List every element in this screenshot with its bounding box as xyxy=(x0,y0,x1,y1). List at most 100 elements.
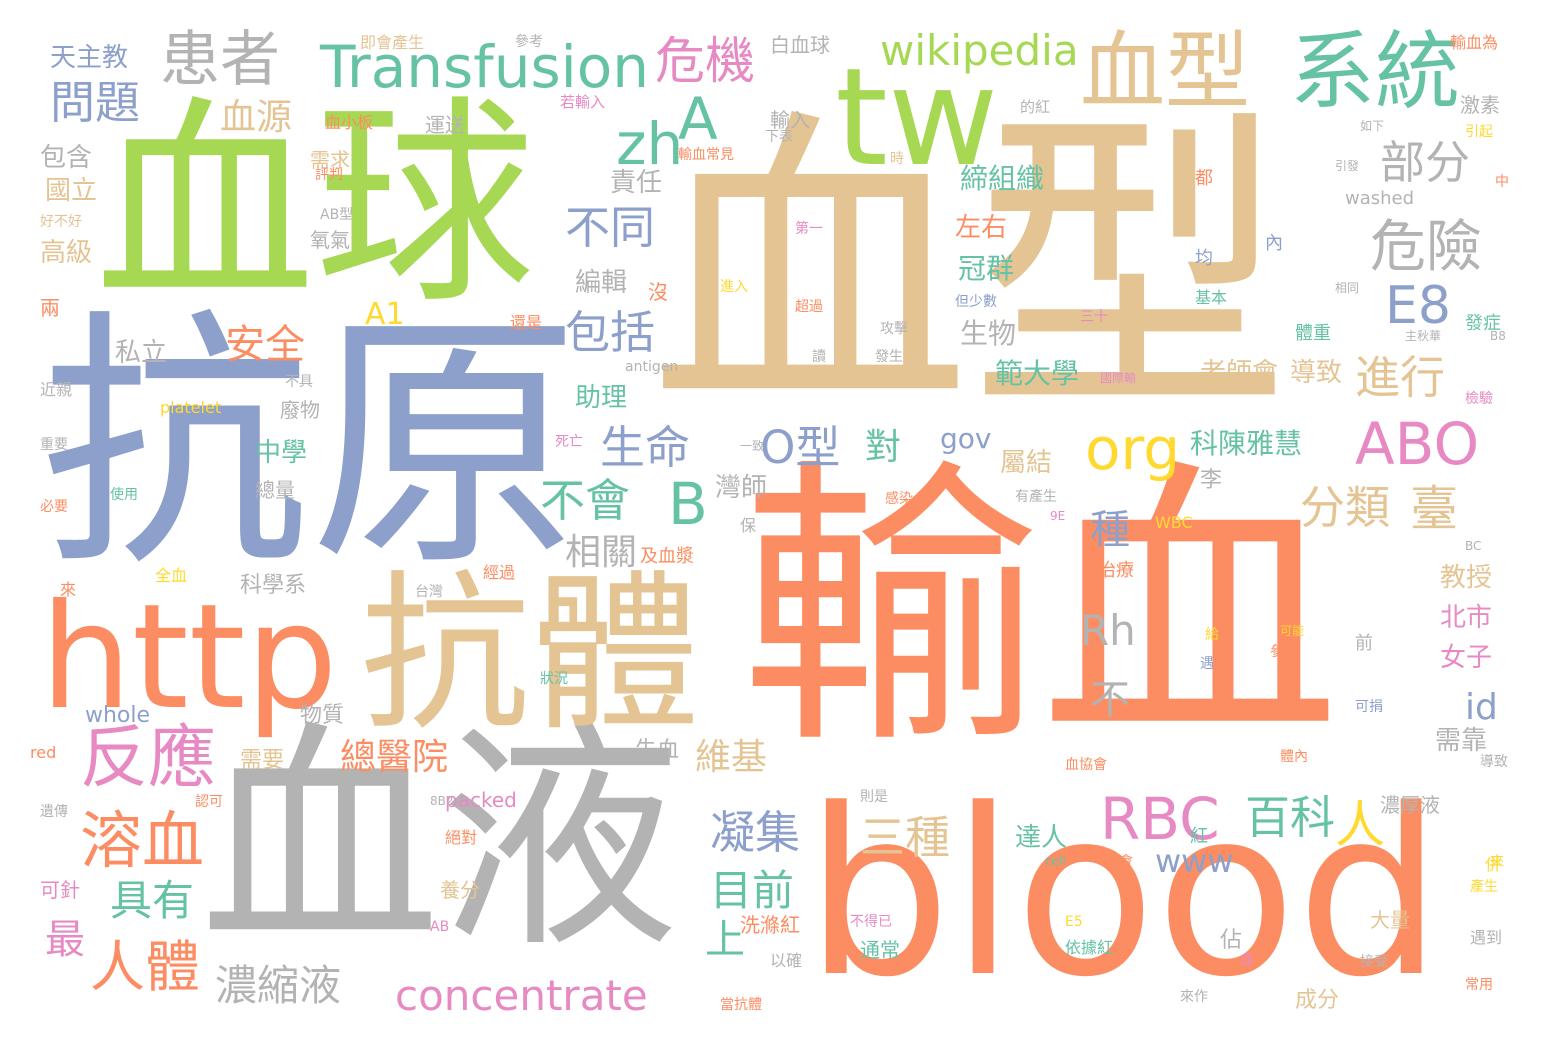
word-cloud-term: 溶血 xyxy=(80,804,205,877)
word-cloud-term: 9E xyxy=(1050,509,1066,523)
word-cloud-term: 輸入 xyxy=(770,108,810,132)
word-cloud-term: 下表 xyxy=(765,129,793,145)
word-cloud-term: whole xyxy=(85,703,151,728)
word-cloud-term: 部分 xyxy=(1380,136,1471,189)
word-cloud-term: 抗原 xyxy=(40,287,580,602)
word-cloud-term: 種 xyxy=(1090,507,1130,553)
word-cloud-term: wikipedia xyxy=(880,26,1079,75)
word-cloud-term: 臺 xyxy=(1410,481,1459,537)
word-cloud-term: 廢物 xyxy=(280,398,320,422)
word-cloud-term: 以確 xyxy=(770,951,803,970)
word-cloud-term: 助理 xyxy=(575,383,628,413)
word-cloud-term: 總量 xyxy=(255,478,295,502)
word-cloud-term: 運送 xyxy=(425,113,465,137)
word-cloud-term: 資料 xyxy=(1285,699,1313,715)
word-cloud-term: 達人 xyxy=(1015,823,1068,853)
word-cloud-term: 還是 xyxy=(510,313,543,332)
word-cloud-term: 體內 xyxy=(1280,749,1308,765)
word-cloud-term: 檢驗 xyxy=(1465,391,1493,407)
word-cloud-term: BC xyxy=(1465,539,1482,553)
word-cloud-term: 不 xyxy=(1090,677,1130,723)
word-cloud-term: tw xyxy=(835,39,999,196)
word-cloud-term: 安全 xyxy=(225,322,305,368)
word-cloud-term: 包含 xyxy=(40,143,93,173)
word-cloud-term: 時 xyxy=(890,151,904,167)
word-cloud-term: 生命 xyxy=(600,421,691,474)
word-cloud-term: 讀 xyxy=(812,349,826,365)
word-cloud-term: 併 xyxy=(1485,855,1502,874)
word-cloud-term: Transfusion xyxy=(320,33,650,101)
word-cloud-term: 百科 xyxy=(1245,791,1336,844)
word-cloud-term: org xyxy=(1085,415,1181,483)
word-cloud-term: 不會 xyxy=(540,474,631,527)
word-cloud-term: A xyxy=(678,85,718,153)
word-cloud-term: 血協會 xyxy=(1065,757,1107,773)
word-cloud-term: 北市 xyxy=(1440,603,1493,633)
word-cloud-term: 洗滌紅 xyxy=(740,913,800,937)
word-cloud-term: A1 xyxy=(365,297,405,332)
word-cloud-term: 血球 xyxy=(95,77,536,333)
word-cloud-term: 血液 xyxy=(200,700,681,980)
word-cloud-term: 遺傳 xyxy=(40,804,68,820)
word-cloud-term: E8 xyxy=(1385,276,1451,336)
word-cloud-term: packed xyxy=(445,788,517,812)
word-cloud-term: AB xyxy=(430,919,450,935)
word-cloud-term: cell xyxy=(1045,854,1066,868)
word-cloud-term: 最 xyxy=(45,917,85,963)
word-cloud-term: 不得已 xyxy=(850,914,892,930)
word-cloud-term: 相同 xyxy=(1335,281,1360,295)
word-cloud-term: 台灣 xyxy=(415,584,443,600)
word-cloud-term: 血型 xyxy=(1080,23,1251,122)
word-cloud-term: 需靠 xyxy=(1435,726,1488,756)
word-cloud-term: 濃縮液 xyxy=(215,961,342,1010)
word-cloud-term: 遇到 xyxy=(1470,928,1503,947)
word-cloud-term: 接受 xyxy=(1360,954,1388,970)
word-cloud-term: 激素 xyxy=(1460,93,1500,117)
word-cloud-term: 血源 xyxy=(220,97,293,138)
word-cloud-term: 包括 xyxy=(565,306,656,359)
word-cloud-term: 給 xyxy=(1205,627,1219,643)
word-cloud-term: 引起 xyxy=(1465,124,1493,140)
word-cloud-term: 參考 xyxy=(515,34,543,50)
word-cloud-term: 8B2 xyxy=(430,794,454,808)
word-cloud-term: 不同 xyxy=(565,201,656,254)
word-cloud-term: 締組織 xyxy=(960,162,1045,195)
word-cloud-term: 冠群 xyxy=(958,252,1015,285)
word-cloud-term: 人 xyxy=(1335,796,1385,854)
word-cloud-term: 白血球 xyxy=(770,33,830,57)
word-cloud-term: 私立 xyxy=(115,338,168,368)
word-cloud-term: antigen xyxy=(625,359,679,375)
word-cloud-term: 危機 xyxy=(655,32,755,90)
word-cloud-term: 引發 xyxy=(1335,159,1360,173)
word-cloud-term: 通常 xyxy=(860,938,900,962)
word-cloud-term: 國際輸 xyxy=(1100,371,1137,385)
word-cloud-term: 近親 xyxy=(40,380,73,399)
word-cloud-term: 攻擊 xyxy=(880,321,908,337)
word-cloud-term: 可捐 xyxy=(1355,699,1383,715)
word-cloud-term: 導致 xyxy=(1290,358,1343,388)
word-cloud-term: 前 xyxy=(1355,633,1373,654)
word-cloud-term: 物質 xyxy=(300,703,345,728)
word-cloud-term: washed xyxy=(1345,188,1415,209)
word-cloud-term: 可針 xyxy=(40,878,80,902)
word-cloud-term: 參閱 xyxy=(1270,644,1298,660)
word-cloud-term: 輸血常見 xyxy=(678,147,734,163)
word-cloud-term: 需求 xyxy=(310,148,350,172)
word-cloud-term: 感染 xyxy=(885,491,913,507)
word-cloud-term: 教授 xyxy=(1440,563,1493,593)
word-cloud-term: 佔 xyxy=(1220,928,1243,953)
word-cloud-term: O型 xyxy=(760,421,841,474)
word-cloud-term: 對 xyxy=(865,427,902,468)
word-cloud-term: platelet xyxy=(160,398,222,417)
word-cloud-term: 遇 xyxy=(1200,656,1214,672)
word-cloud-term: 超過 xyxy=(795,299,823,315)
word-cloud-term: RBC xyxy=(1100,785,1220,853)
word-cloud-term: 左右 xyxy=(955,213,1008,243)
word-cloud-term: 需要 xyxy=(240,748,285,773)
word-cloud-term: 主秋華 xyxy=(1405,329,1442,343)
word-cloud-term: 天主教 xyxy=(50,43,129,73)
word-cloud-term: 不具 xyxy=(285,374,313,390)
word-cloud-term: 輸血為 xyxy=(1450,33,1499,52)
word-cloud-term: 如下 xyxy=(1360,119,1385,133)
